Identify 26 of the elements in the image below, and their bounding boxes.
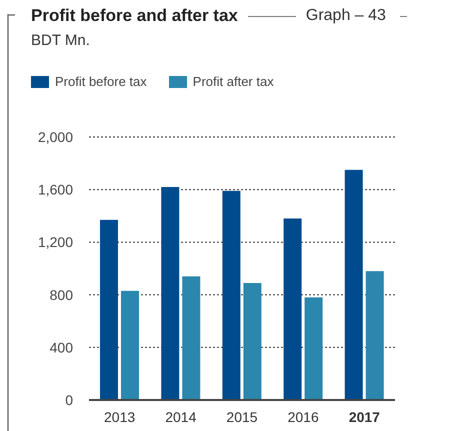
bar [100,220,118,400]
bar [182,276,200,400]
legend-label: Profit before tax [55,74,147,89]
bar [304,297,323,400]
x-tick-label: 2013 [104,409,136,425]
x-tick-label: 2014 [165,409,197,425]
y-tick-label: 1,600 [38,182,74,198]
y-tick-label: 2,000 [38,128,74,145]
bar [121,290,139,400]
legend-label: Profit after tax [192,74,274,89]
text: Graph – 43 [306,7,386,25]
chart-title: Profit before and after tax [31,6,238,26]
bar [344,170,363,400]
bar [222,190,240,400]
bar [366,271,384,400]
bar [284,218,302,400]
y-tick-label: 1,200 [38,234,74,250]
bar [243,282,262,400]
x-tick-label: 2015 [226,409,258,425]
y-tick-label: 800 [50,286,74,303]
chart-subtitle: BDT Mn. [31,32,90,49]
y-tick-label: 0 [65,392,74,408]
bar [161,186,180,400]
y-tick-label: 400 [50,339,74,356]
x-tick-label: 2016 [288,409,319,425]
x-tick-label: 2017 [348,409,380,425]
